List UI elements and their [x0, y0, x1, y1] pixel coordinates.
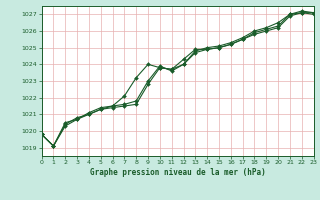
X-axis label: Graphe pression niveau de la mer (hPa): Graphe pression niveau de la mer (hPa) — [90, 168, 266, 177]
